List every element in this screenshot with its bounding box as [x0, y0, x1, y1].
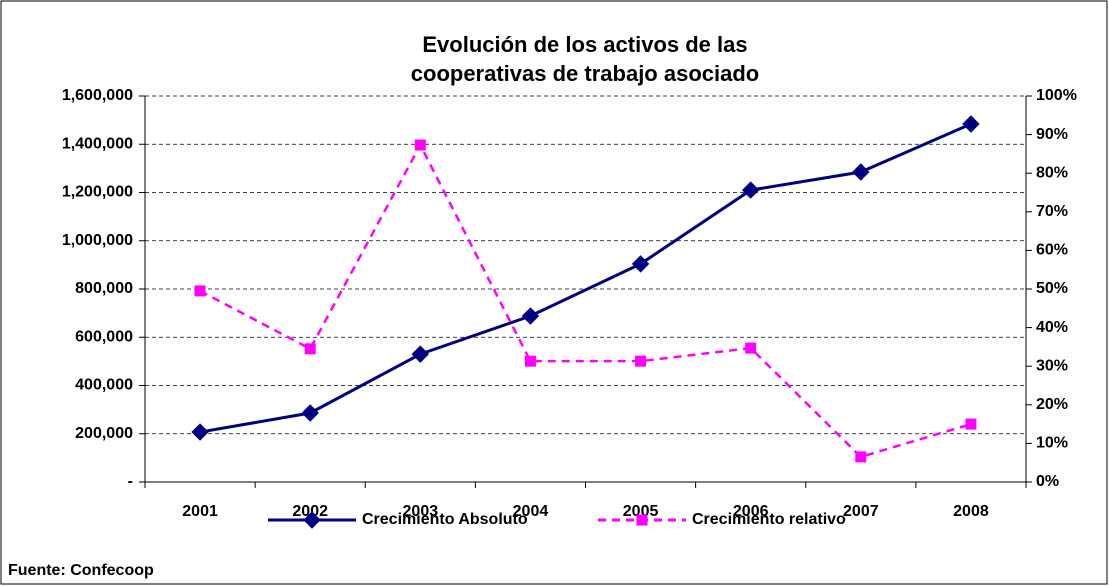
- data-point: [194, 285, 206, 297]
- x-tick-label: 2007: [843, 503, 879, 520]
- chart-title: Evolución de los activos de las: [422, 32, 747, 57]
- data-point: [965, 418, 977, 430]
- series-line: [199, 122, 972, 434]
- y2-tick-label: 10%: [1036, 435, 1068, 452]
- y2-tick-label: 60%: [1036, 242, 1068, 259]
- legend-label: Crecimiento Absoluto: [362, 511, 528, 528]
- data-point: [521, 307, 540, 325]
- y-tick-label: 600,000: [75, 328, 133, 345]
- legend-marker: [636, 514, 648, 526]
- data-point: [191, 423, 209, 441]
- x-tick-label: 2008: [953, 503, 989, 520]
- data-point: [962, 115, 980, 133]
- y2-tick-label: 70%: [1036, 203, 1068, 220]
- x-tick-label: 2005: [623, 503, 659, 520]
- legend-label: Crecimiento relativo: [692, 511, 846, 528]
- y2-tick-label: 80%: [1036, 164, 1068, 181]
- y2-tick-label: 40%: [1036, 319, 1068, 336]
- y2-tick-label: 50%: [1036, 280, 1068, 297]
- legend-marker: [303, 511, 321, 529]
- y-tick-label: 200,000: [75, 425, 133, 442]
- x-tick-label: 2004: [513, 503, 549, 520]
- data-point: [411, 345, 430, 363]
- data-point: [301, 404, 319, 422]
- chart-title: cooperativas de trabajo asociado: [411, 61, 759, 86]
- data-point: [524, 355, 536, 367]
- data-point: [741, 181, 760, 199]
- y2-tick-label: 100%: [1036, 87, 1077, 104]
- data-point: [414, 139, 426, 151]
- y-tick-label: 400,000: [75, 377, 133, 394]
- y-tick-label: 1,000,000: [62, 232, 133, 249]
- data-point: [855, 451, 867, 463]
- data-point: [745, 342, 757, 354]
- x-tick-label: 2002: [292, 503, 328, 520]
- data-point: [635, 355, 647, 367]
- y-tick-label: 800,000: [75, 280, 133, 297]
- x-tick-label: 2006: [733, 503, 769, 520]
- x-tick-label: 2001: [182, 503, 218, 520]
- source-note: Fuente: Confecoop: [8, 562, 154, 579]
- data-point: [631, 255, 650, 273]
- y2-tick-label: 0%: [1036, 473, 1059, 490]
- y-tick-label: 1,200,000: [62, 184, 133, 201]
- y2-tick-label: 90%: [1036, 126, 1068, 143]
- y2-tick-label: 20%: [1036, 396, 1068, 413]
- y-tick-label: -: [128, 473, 133, 490]
- data-point: [304, 343, 316, 355]
- x-tick-label: 2003: [403, 503, 439, 520]
- y2-tick-label: 30%: [1036, 357, 1068, 374]
- y-tick-label: 1,600,000: [62, 87, 133, 104]
- y-tick-label: 1,400,000: [62, 135, 133, 152]
- data-point: [852, 163, 870, 181]
